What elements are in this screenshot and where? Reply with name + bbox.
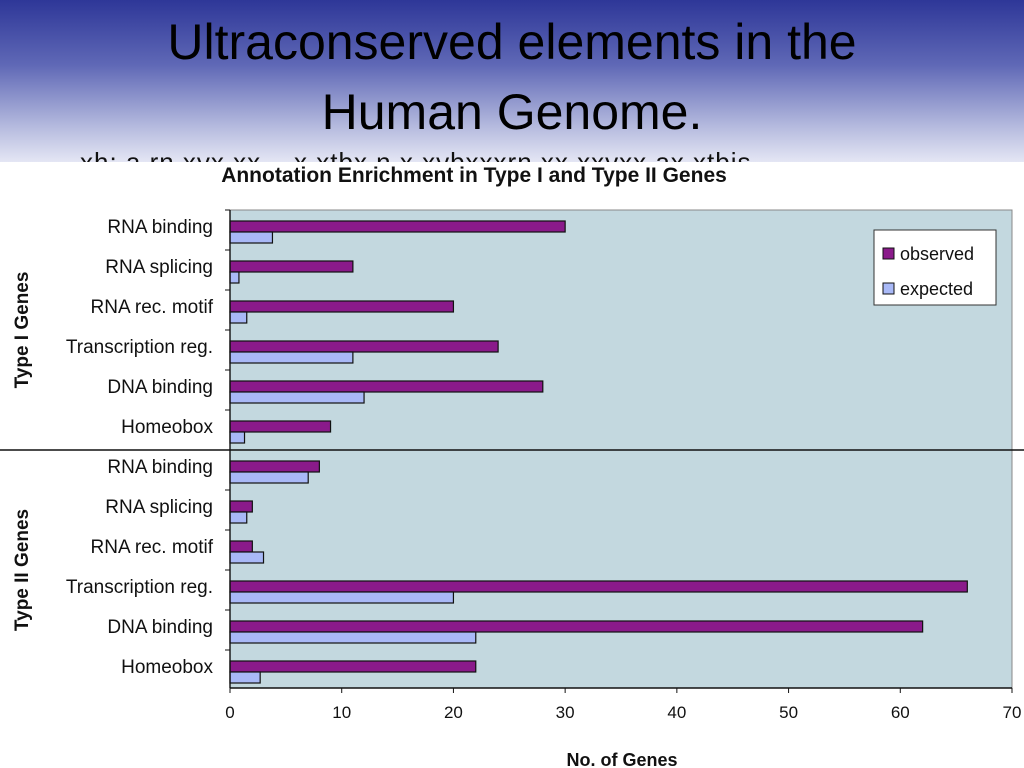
category-label-group1-dna-binding: DNA binding xyxy=(107,377,213,398)
bar-observed-group1-rna-splicing xyxy=(229,260,354,273)
category-label-group1-rna-splicing: RNA splicing xyxy=(105,257,213,278)
bar-observed-group1-dna-binding xyxy=(229,380,544,393)
category-label-group2-rna-binding: RNA binding xyxy=(107,457,213,478)
legend-swatch-expected xyxy=(882,282,895,295)
category-label-group2-homeobox: Homeobox xyxy=(121,657,213,678)
bar-observed-group2-homeobox xyxy=(229,660,477,673)
bar-expected-group2-rna-splicing xyxy=(229,511,248,524)
category-label-group2-rna-splicing: RNA splicing xyxy=(105,497,213,518)
category-label-group1-rna-binding: RNA binding xyxy=(107,217,213,238)
group-label-1: Type I Genes xyxy=(12,272,33,389)
bar-observed-group2-transcription-reg xyxy=(229,580,968,593)
bar-expected-group1-dna-binding xyxy=(229,391,365,404)
bar-expected-group2-dna-binding xyxy=(229,631,477,644)
x-tick-label-20: 20 xyxy=(444,703,463,722)
x-tick-label-50: 50 xyxy=(779,703,798,722)
slide-title-line-1: Ultraconserved elements in the xyxy=(167,14,857,70)
legend-label-observed: observed xyxy=(900,244,974,264)
chart-panel: Annotation Enrichment in Type I and Type… xyxy=(0,162,1024,768)
bar-observed-group2-dna-binding xyxy=(229,620,924,633)
slide-header xyxy=(0,0,1024,162)
slide-title: Ultraconserved elements in the Human Gen… xyxy=(0,10,1024,144)
bar-expected-group1-rna-binding xyxy=(229,231,274,244)
category-label-group2-rna-rec-motif: RNA rec. motif xyxy=(91,537,214,558)
x-tick-label-0: 0 xyxy=(225,703,234,722)
bar-expected-group1-transcription-reg xyxy=(229,351,354,364)
bar-expected-group2-rna-binding xyxy=(229,471,309,484)
bar-observed-group1-rna-binding xyxy=(229,220,566,233)
annotation-enrichment-chart: Annotation Enrichment in Type I and Type… xyxy=(0,164,1024,768)
bar-observed-group1-homeobox xyxy=(229,420,332,433)
bar-expected-group1-rna-splicing xyxy=(229,271,240,284)
category-label-group1-transcription-reg: Transcription reg. xyxy=(66,337,213,358)
x-tick-label-30: 30 xyxy=(556,703,575,722)
group-label-2: Type II Genes xyxy=(12,509,33,631)
category-label-group2-transcription-reg: Transcription reg. xyxy=(66,577,213,598)
bar-observed-group1-transcription-reg xyxy=(229,340,499,353)
partially-hidden-subtitle: xh: a.rn.xyx.xx . .x.xtbx.n.x.xybxxxrn.x… xyxy=(80,148,1000,162)
chart-legend: observed expected xyxy=(873,229,997,306)
x-axis-title: No. of Genes xyxy=(566,750,677,768)
x-tick-label-10: 10 xyxy=(332,703,351,722)
chart-title: Annotation Enrichment in Type I and Type… xyxy=(221,164,727,187)
category-label-group1-homeobox: Homeobox xyxy=(121,417,213,438)
bar-observed-group1-rna-rec-motif xyxy=(229,300,455,313)
bar-observed-group2-rna-rec-motif xyxy=(229,540,253,553)
legend-label-expected: expected xyxy=(900,279,973,299)
bar-expected-group2-transcription-reg xyxy=(229,591,455,604)
bar-observed-group2-rna-splicing xyxy=(229,500,253,513)
bar-expected-group2-rna-rec-motif xyxy=(229,551,265,564)
bar-expected-group1-rna-rec-motif xyxy=(229,311,248,324)
legend-swatch-observed xyxy=(882,247,895,260)
bar-expected-group1-homeobox xyxy=(229,431,246,444)
bar-expected-group2-homeobox xyxy=(229,671,261,684)
category-label-group2-dna-binding: DNA binding xyxy=(107,617,213,638)
bar-observed-group2-rna-binding xyxy=(229,460,320,473)
axis-layer: RNA binding RNA splicing RNA rec. motif Tra… xyxy=(0,209,1024,722)
x-tick-label-40: 40 xyxy=(667,703,686,722)
x-tick-label-60: 60 xyxy=(891,703,910,722)
category-label-group1-rna-rec-motif: RNA rec. motif xyxy=(91,297,214,318)
slide-title-line-2: Human Genome. xyxy=(321,84,703,140)
x-tick-label-70: 70 xyxy=(1003,703,1022,722)
